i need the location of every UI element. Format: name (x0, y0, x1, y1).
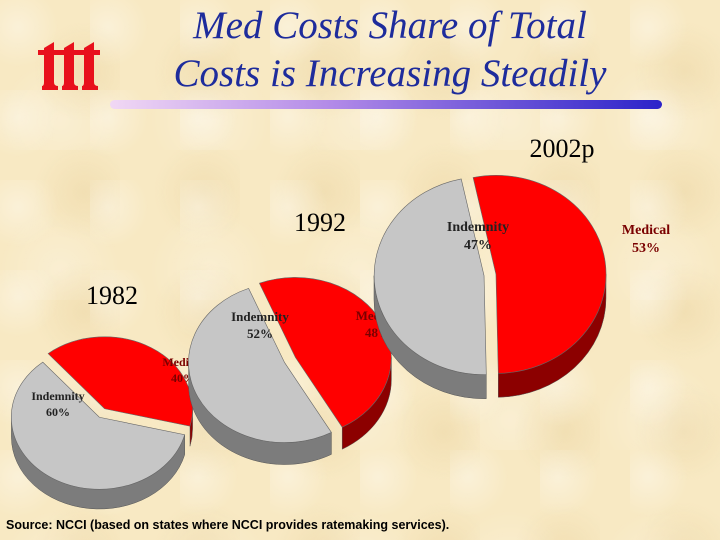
slice-label-indemnity: Indemnity (31, 389, 84, 403)
title-line-2: Costs is Increasing Steadily (173, 52, 607, 95)
slice-value-medical: 53% (632, 241, 660, 256)
slide-title: Med Costs Share of Total Costs is Increa… (110, 2, 670, 98)
pie-slice-indemnity (373, 178, 487, 399)
slice-label-indemnity: Indemnity (447, 220, 509, 235)
title-line-1: Med Costs Share of Total (193, 4, 587, 47)
pie-2002p: 2002p Medical 53% Indemnity 47% (373, 134, 670, 399)
pie-slice-indemnity (11, 361, 186, 510)
slice-value-indemnity: 52% (247, 326, 273, 341)
pie-title-1992: 1992 (294, 208, 346, 237)
slice-value-indemnity: 60% (46, 405, 70, 419)
pie-title-1982: 1982 (86, 281, 138, 310)
slice-label-medical: Medical (622, 223, 670, 238)
slice-label-indemnity: Indemnity (231, 309, 289, 324)
pie-title-2002p: 2002p (530, 134, 595, 163)
company-logo (38, 42, 100, 90)
pie-slice-indemnity (188, 288, 332, 465)
slice-value-indemnity: 47% (464, 238, 492, 253)
source-note: Source: NCCI (based on states where NCCI… (6, 518, 450, 532)
pie-slice-medical (47, 336, 193, 447)
pie-slice-medical (472, 175, 607, 398)
title-underline (110, 100, 662, 109)
